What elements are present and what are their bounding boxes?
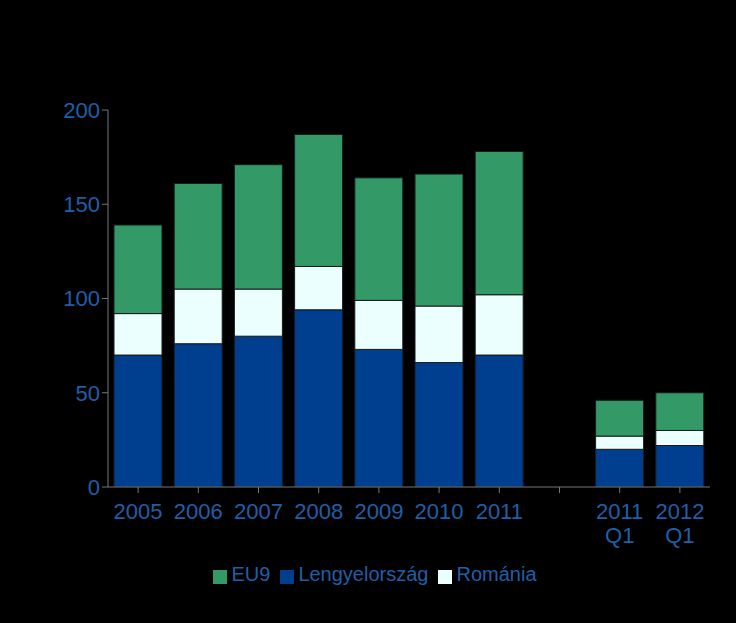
svg-text:2008: 2008	[294, 499, 343, 524]
svg-text:2011: 2011	[476, 499, 523, 524]
html-text:EU9: EU9	[231, 563, 271, 585]
svg-text:2006: 2006	[174, 499, 223, 524]
html-text:Lengyelország: Lengyelország	[298, 563, 429, 585]
svg-text:200: 200	[63, 98, 100, 123]
html-text:Románia: Románia	[456, 563, 537, 585]
svg-text:2012Q1: 2012Q1	[655, 499, 704, 548]
svg-text:2011Q1: 2011Q1	[596, 499, 643, 548]
svg-text:50: 50	[76, 381, 100, 406]
svg-text:2005: 2005	[114, 499, 163, 524]
svg-text:2007: 2007	[234, 499, 283, 524]
svg-text:100: 100	[63, 286, 100, 311]
svg-text:0: 0	[88, 475, 100, 500]
svg-text:2010: 2010	[415, 499, 464, 524]
svg-text:150: 150	[63, 192, 100, 217]
svg-text:2009: 2009	[354, 499, 403, 524]
